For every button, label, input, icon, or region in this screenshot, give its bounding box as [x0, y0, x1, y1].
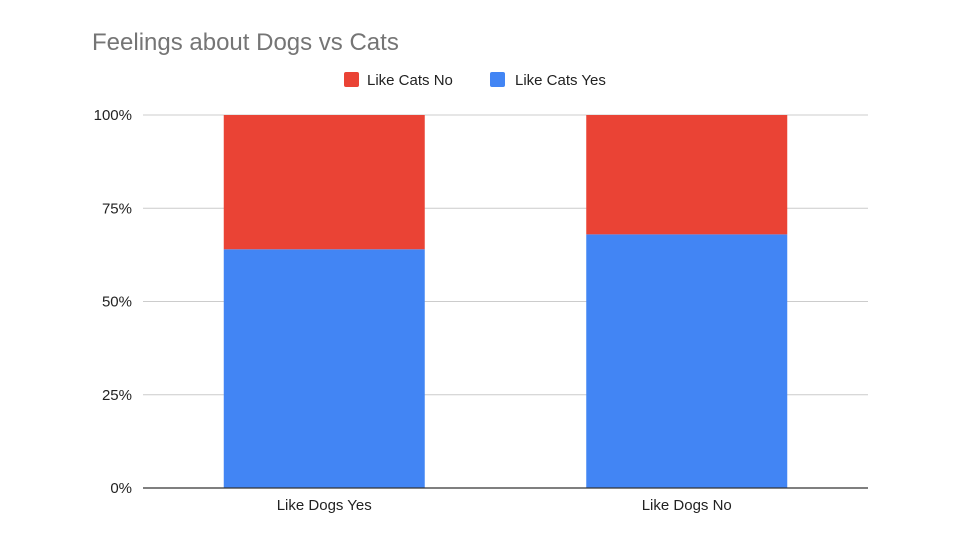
x-tick-labels: Like Dogs Yes Like Dogs No	[277, 497, 732, 514]
legend-swatch-like-cats-no	[344, 72, 359, 87]
chart-title: Feelings about Dogs vs Cats	[92, 29, 399, 56]
bar-like-dogs-no-like-cats-yes	[586, 234, 788, 488]
y-tick-label: 50%	[102, 294, 132, 311]
y-tick-labels: 0% 25% 50% 75% 100%	[94, 107, 132, 497]
y-tick-label: 0%	[110, 480, 132, 497]
legend-swatch-like-cats-yes	[490, 72, 505, 87]
bar-like-dogs-yes-like-cats-no	[223, 115, 425, 250]
y-tick-label: 25%	[102, 387, 132, 404]
bars	[223, 115, 788, 488]
legend-label-like-cats-no: Like Cats No	[367, 72, 453, 89]
legend: Like Cats No Like Cats Yes	[344, 72, 606, 89]
y-tick-label: 100%	[94, 107, 132, 124]
x-tick-label-like-dogs-no: Like Dogs No	[642, 497, 732, 514]
legend-label-like-cats-yes: Like Cats Yes	[515, 72, 606, 89]
y-tick-label: 75%	[102, 200, 132, 217]
bar-like-dogs-no-like-cats-no	[586, 115, 788, 235]
x-tick-label-like-dogs-yes: Like Dogs Yes	[277, 497, 372, 514]
bar-like-dogs-yes-like-cats-yes	[223, 249, 425, 488]
